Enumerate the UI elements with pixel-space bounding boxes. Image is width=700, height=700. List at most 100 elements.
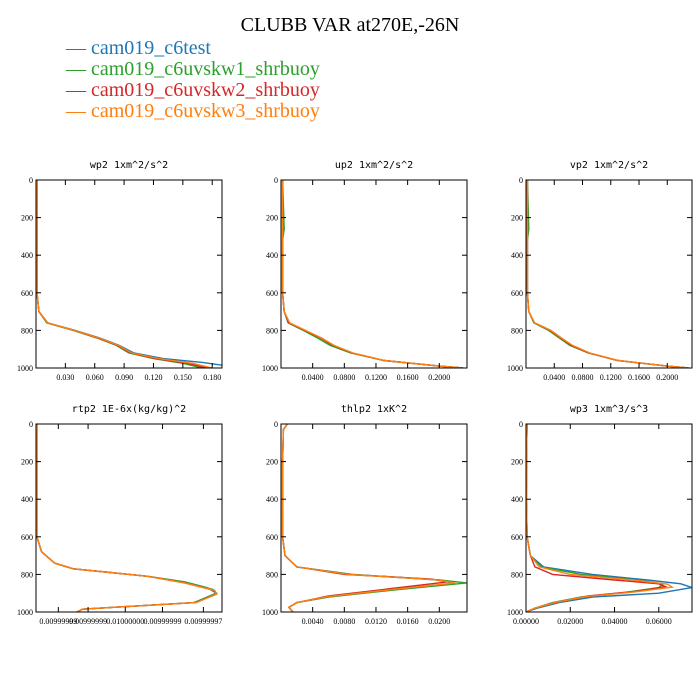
x-tick-label: 0.02000 (557, 617, 583, 626)
y-tick-label: 1000 (262, 364, 278, 373)
subplot-title: vp2 1xm^2/s^2 (570, 160, 648, 171)
y-tick-label: 800 (21, 570, 33, 579)
x-tick-label: 0.150 (174, 373, 192, 382)
series-line (281, 180, 464, 368)
x-tick-label: 0.04000 (602, 617, 628, 626)
legend: — cam019_c6test — cam019_c6uvskw1_shrbuo… (66, 38, 320, 122)
x-tick-label: 0.0120 (365, 617, 387, 626)
legend-entry: — cam019_c6uvskw2_shrbuoy (66, 80, 320, 101)
series-line (526, 424, 675, 612)
y-tick-label: 0 (29, 420, 33, 429)
subplot-title: wp3 1xm^3/s^3 (570, 404, 648, 415)
subplot: up2 1xm^2/s^2 0 200 400 600 800 1000 0.0400 0.08… (262, 160, 468, 382)
legend-entry: — cam019_c6uvskw1_shrbuoy (66, 59, 320, 80)
subplot: wp2 1xm^2/s^2 0 200 400 600 800 1000 0.030 0.060… (17, 160, 223, 382)
y-tick-label: 400 (511, 495, 523, 504)
series-line (36, 180, 222, 366)
series-line (526, 424, 668, 612)
y-tick-label: 200 (511, 214, 523, 223)
y-tick-label: 200 (511, 458, 523, 467)
x-tick-label: 0.180 (203, 373, 221, 382)
y-tick-label: 800 (511, 326, 523, 335)
y-tick-label: 200 (266, 458, 278, 467)
x-tick-label: 0.060 (86, 373, 104, 382)
legend-swatch: — (66, 37, 86, 59)
x-tick-label: 0.090 (115, 373, 133, 382)
y-tick-label: 800 (21, 326, 33, 335)
x-tick-label: 0.0200 (428, 617, 450, 626)
x-tick-label: 0.0800 (572, 373, 594, 382)
subplot: rtp2 1E-6x(kg/kg)^2 0 200 400 600 800 1000 0.00… (17, 404, 223, 626)
subplot-title: wp2 1xm^2/s^2 (90, 160, 168, 171)
x-tick-label: 0.1200 (365, 373, 387, 382)
series-line (281, 424, 448, 612)
y-tick-label: 800 (266, 570, 278, 579)
series-line (526, 180, 689, 368)
x-tick-label: 0.0160 (397, 617, 419, 626)
y-tick-label: 1000 (17, 364, 33, 373)
x-tick-label: 0.00999999 (39, 617, 77, 626)
series-line (526, 180, 689, 368)
legend-entry: — cam019_c6uvskw3_shrbuoy (66, 101, 320, 122)
series-line (281, 180, 464, 368)
x-tick-label: 0.1600 (397, 373, 419, 382)
y-tick-label: 600 (21, 289, 33, 298)
figure-title: CLUBB VAR at270E,-26N (240, 14, 460, 36)
subplot-title: up2 1xm^2/s^2 (335, 160, 413, 171)
series-line (526, 424, 665, 612)
y-tick-label: 400 (21, 251, 33, 260)
y-tick-label: 600 (266, 533, 278, 542)
plot-frame (280, 179, 468, 369)
subplot: thlp2 1xK^2 0 200 400 600 800 1000 0.0040 0.0080… (262, 404, 468, 626)
x-tick-label: 0.00000 (513, 617, 539, 626)
y-tick-label: 200 (266, 214, 278, 223)
y-tick-label: 400 (266, 251, 278, 260)
y-tick-label: 400 (21, 495, 33, 504)
y-tick-label: 200 (21, 214, 33, 223)
y-tick-label: 200 (21, 458, 33, 467)
legend-label: cam019_c6uvskw2_shrbuoy (91, 79, 320, 101)
y-tick-label: 0 (29, 176, 33, 185)
series-line (281, 180, 464, 368)
y-tick-label: 0 (274, 176, 278, 185)
plot-frame (525, 423, 693, 613)
y-tick-label: 0 (274, 420, 278, 429)
x-tick-label: 0.0800 (333, 373, 355, 382)
plot-frame (525, 179, 693, 369)
y-tick-label: 400 (511, 251, 523, 260)
y-tick-label: 1000 (17, 608, 33, 617)
x-tick-label: 0.00999999 (143, 617, 181, 626)
series-line (526, 180, 689, 368)
series-line (281, 424, 467, 612)
x-tick-label: 0.01000000 (106, 617, 144, 626)
subplot-title: thlp2 1xK^2 (341, 404, 407, 415)
y-tick-label: 1000 (507, 608, 523, 617)
x-tick-label: 0.06000 (646, 617, 672, 626)
y-tick-label: 600 (511, 289, 523, 298)
y-tick-label: 600 (511, 533, 523, 542)
y-tick-label: 0 (519, 420, 523, 429)
x-tick-label: 0.0040 (302, 617, 324, 626)
x-tick-label: 0.1600 (628, 373, 650, 382)
series-line (36, 424, 218, 612)
subplot: vp2 1xm^2/s^2 0 200 400 600 800 1000 0.0400 0.08… (507, 160, 693, 382)
subplot: wp3 1xm^3/s^3 0 200 400 600 800 10000.00000 0.0… (507, 404, 693, 626)
series-line (36, 180, 213, 368)
series-line (281, 180, 464, 368)
x-tick-label: 0.0080 (333, 617, 355, 626)
x-tick-label: 0.0400 (543, 373, 565, 382)
y-tick-label: 400 (266, 495, 278, 504)
y-tick-label: 800 (511, 570, 523, 579)
legend-swatch: — (66, 79, 86, 101)
legend-label: cam019_c6test (91, 37, 211, 59)
legend-swatch: — (66, 100, 86, 122)
series-line (36, 180, 208, 368)
plot-frame (280, 423, 468, 613)
y-tick-label: 800 (266, 326, 278, 335)
series-line (281, 424, 456, 612)
y-tick-label: 600 (266, 289, 278, 298)
y-tick-label: 0 (519, 176, 523, 185)
x-tick-label: 0.030 (56, 373, 74, 382)
x-tick-label: 0.120 (144, 373, 162, 382)
